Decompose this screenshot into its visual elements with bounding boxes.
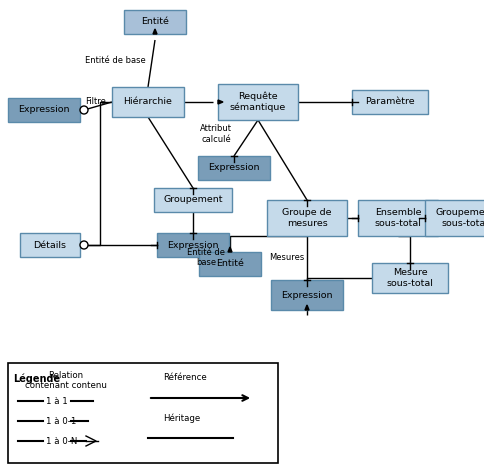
Text: Entité: Entité (216, 259, 244, 268)
Circle shape (80, 106, 88, 114)
Text: Expression: Expression (167, 240, 219, 249)
Polygon shape (153, 29, 157, 34)
FancyBboxPatch shape (271, 280, 343, 310)
Text: Groupe de
mesures: Groupe de mesures (282, 208, 332, 228)
Text: Requête
sémantique: Requête sémantique (230, 92, 286, 112)
Text: Paramètre: Paramètre (365, 98, 415, 107)
Circle shape (89, 417, 97, 425)
Text: Attribut
calculé: Attribut calculé (200, 124, 232, 144)
FancyBboxPatch shape (8, 98, 80, 122)
FancyBboxPatch shape (372, 263, 448, 293)
Circle shape (80, 241, 88, 249)
Text: Expression: Expression (281, 290, 333, 299)
FancyBboxPatch shape (20, 233, 80, 257)
Text: Entité: Entité (141, 18, 169, 27)
Text: Expression: Expression (208, 163, 260, 172)
FancyBboxPatch shape (199, 252, 261, 276)
FancyBboxPatch shape (157, 233, 229, 257)
FancyBboxPatch shape (267, 200, 347, 236)
Polygon shape (218, 100, 223, 104)
FancyBboxPatch shape (154, 188, 232, 212)
FancyBboxPatch shape (124, 10, 186, 34)
Text: Hiérarchie: Hiérarchie (123, 98, 172, 107)
Polygon shape (228, 434, 236, 442)
Text: Légende: Légende (13, 373, 60, 384)
Text: 1 à 0-1: 1 à 0-1 (46, 416, 76, 426)
Text: Détails: Détails (33, 240, 66, 249)
Text: 1 à 1: 1 à 1 (46, 397, 68, 406)
Polygon shape (305, 305, 309, 310)
Polygon shape (228, 247, 232, 252)
FancyBboxPatch shape (352, 90, 428, 114)
FancyBboxPatch shape (425, 200, 484, 236)
Text: Mesure
sous-total: Mesure sous-total (387, 268, 434, 288)
Text: Ensemble
sous-total: Ensemble sous-total (375, 208, 422, 228)
Text: Entité de
base: Entité de base (187, 248, 225, 268)
Text: Référence: Référence (163, 374, 207, 383)
Text: Entité de base: Entité de base (85, 56, 146, 65)
Text: Expression: Expression (18, 106, 70, 115)
Text: Groupement
sous-total: Groupement sous-total (435, 208, 484, 228)
Text: 1 à 0-N: 1 à 0-N (46, 436, 77, 446)
Text: Relation
contenant contenu: Relation contenant contenu (25, 371, 107, 390)
Text: Mesures: Mesures (270, 254, 304, 262)
FancyBboxPatch shape (198, 156, 270, 180)
FancyBboxPatch shape (112, 87, 184, 117)
FancyBboxPatch shape (8, 363, 278, 463)
FancyBboxPatch shape (218, 84, 298, 120)
Text: Filtre: Filtre (86, 98, 106, 107)
Text: Héritage: Héritage (163, 413, 200, 423)
FancyBboxPatch shape (358, 200, 438, 236)
Text: Groupement: Groupement (163, 196, 223, 205)
